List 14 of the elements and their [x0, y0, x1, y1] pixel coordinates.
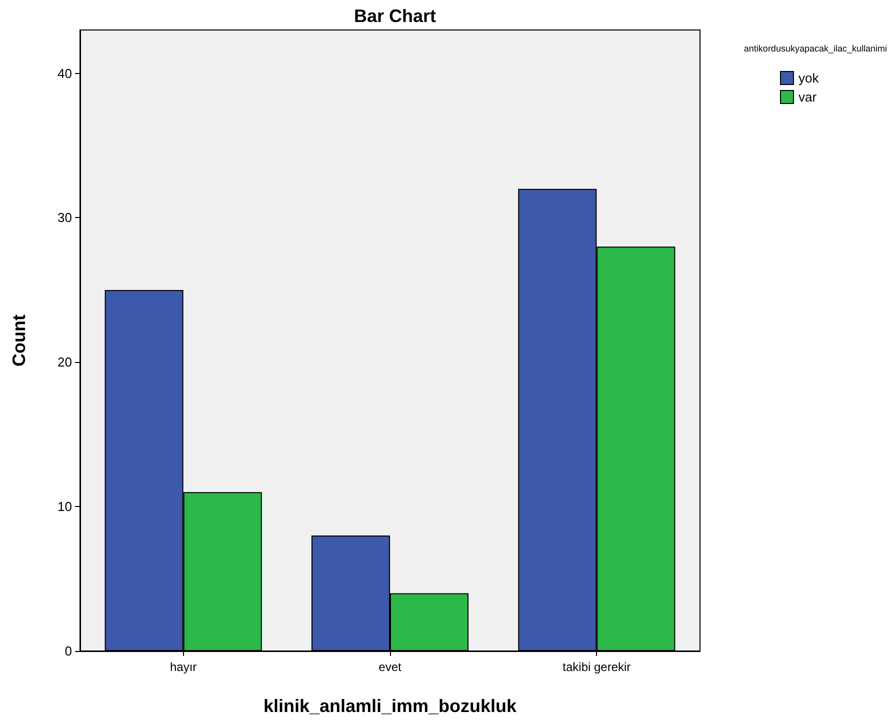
y-tick-label: 30	[58, 210, 72, 226]
x-tick-label: hayır	[170, 660, 197, 674]
x-axis-title: klinik_anlamli_imm_bozukluk	[263, 696, 518, 716]
y-axis-title: Count	[9, 314, 29, 366]
x-tick-label: takibi gerekir	[562, 660, 631, 674]
legend-label: yok	[798, 70, 820, 86]
y-tick-label: 0	[64, 644, 72, 658]
y-tick-label: 20	[58, 354, 72, 370]
chart-title: Bar Chart	[354, 6, 436, 26]
y-tick-label: 10	[58, 499, 72, 514]
legend-title: antikordusukyapacak_ilac_kullanimi	[744, 44, 887, 54]
y-tick-label: 40	[58, 66, 72, 81]
x-tick-label: evet	[378, 660, 402, 674]
legend-label: var	[798, 90, 818, 104]
